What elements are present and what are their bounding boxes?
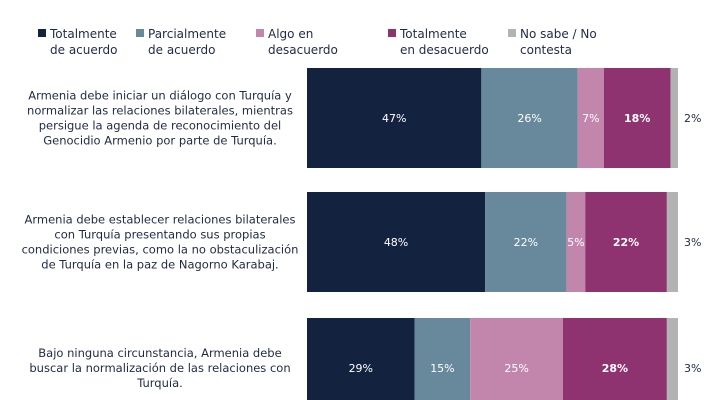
data-label: 5% <box>567 236 584 249</box>
data-label: 2% <box>684 112 701 125</box>
bar-segment <box>562 318 667 400</box>
legend-label: Algo en desacuerdo <box>268 27 338 57</box>
bar-segment <box>485 192 567 292</box>
bar-segment <box>585 192 667 292</box>
bar-segment <box>566 192 586 292</box>
legend-swatch <box>508 29 516 37</box>
header-strip <box>0 0 720 6</box>
legend-swatch <box>136 29 144 37</box>
legend-item: Totalmente de acuerdo <box>38 26 160 58</box>
category-label: Armenia debe establecer relaciones bilat… <box>22 213 299 272</box>
legend-label: Parcialmente de acuerdo <box>148 27 227 57</box>
bar-segment <box>481 68 578 168</box>
bar-segment <box>666 318 678 400</box>
data-label: 28% <box>602 362 628 375</box>
data-label: 22% <box>514 236 538 249</box>
legend-label: No sabe / No contesta <box>520 27 597 57</box>
data-label: 18% <box>624 112 650 125</box>
data-label: 29% <box>349 362 373 375</box>
bar-segment <box>307 68 482 168</box>
data-label: 47% <box>382 112 406 125</box>
category-label: Armenia debe iniciar un diálogo con Turq… <box>27 89 293 148</box>
data-label: 3% <box>684 362 701 375</box>
legend-item: Totalmente en desacuerdo <box>388 26 510 58</box>
bar-segment <box>577 68 604 168</box>
bar-segment <box>470 318 563 400</box>
legend-swatch <box>388 29 396 37</box>
data-label: 26% <box>517 112 541 125</box>
legend-label: Totalmente en desacuerdo <box>400 27 489 57</box>
data-label: 3% <box>684 236 701 249</box>
legend-swatch <box>256 29 264 37</box>
bar-segment <box>307 318 415 400</box>
data-label: 7% <box>582 112 599 125</box>
bar-segment <box>307 192 486 292</box>
category-label: Bajo ninguna circunstancia, Armenia debe… <box>29 346 290 390</box>
legend-item: Parcialmente de acuerdo <box>136 26 258 58</box>
legend-item: No sabe / No contesta <box>508 26 630 58</box>
bar-segment <box>670 68 678 168</box>
bar-segment <box>414 318 471 400</box>
legend-label: Totalmente de acuerdo <box>50 27 118 57</box>
bar-segment <box>666 192 678 292</box>
data-label: 22% <box>613 236 639 249</box>
legend-item: Algo en desacuerdo <box>256 26 378 58</box>
data-label: 15% <box>430 362 454 375</box>
data-label: 48% <box>384 236 408 249</box>
data-label: 25% <box>504 362 528 375</box>
legend-swatch <box>38 29 46 37</box>
bar-segment <box>603 68 671 168</box>
